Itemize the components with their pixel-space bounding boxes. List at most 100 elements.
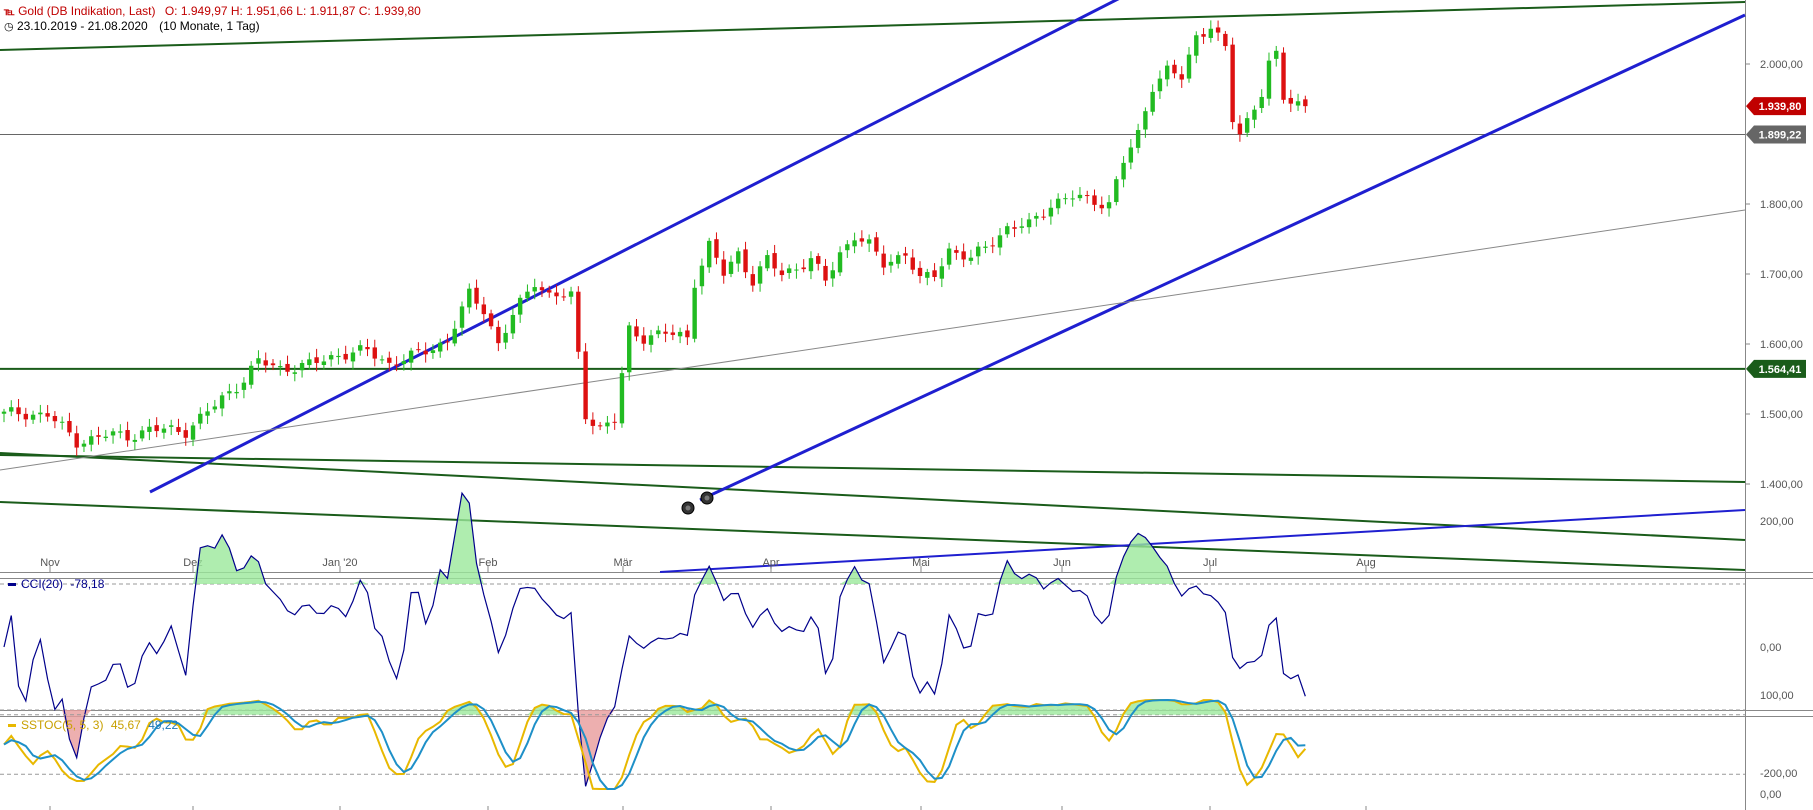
candle-body — [721, 259, 726, 276]
candle — [1244, 112, 1250, 137]
pivot-markers — [681, 491, 714, 515]
candle — [634, 319, 639, 342]
candle — [699, 258, 705, 295]
candle — [183, 422, 188, 446]
candle-body — [503, 332, 508, 343]
candle — [1223, 31, 1228, 51]
candle-body — [161, 428, 167, 433]
time-tick-label: Apr — [762, 557, 779, 569]
cci-panel — [0, 491, 1745, 787]
candle-body — [1, 411, 7, 414]
candle — [408, 347, 414, 371]
candle-body — [292, 372, 297, 374]
stochastic-axis: 100,00 0,00 — [1760, 690, 1794, 801]
candle — [67, 412, 72, 437]
time-tick-label: Mär — [614, 557, 633, 569]
candle — [452, 320, 457, 347]
candle-body — [765, 255, 770, 269]
candle — [525, 284, 530, 302]
date-range: ◷ 23.10.2019 - 21.08.2020 (10 Monate, 1 … — [4, 19, 260, 33]
candle — [714, 232, 719, 265]
price-tick-label: 1.600,00 — [1760, 339, 1803, 351]
candle-body — [1274, 50, 1279, 59]
candle-body — [38, 412, 43, 415]
stochastic-legend-d: 49,22 — [148, 718, 178, 732]
time-tick-label: Feb — [479, 557, 498, 569]
candle — [481, 296, 487, 323]
candle — [503, 324, 508, 350]
candle-body — [438, 342, 443, 352]
candle — [997, 228, 1003, 256]
candle-body — [1121, 162, 1126, 180]
candle — [416, 342, 421, 353]
candle — [1237, 115, 1243, 142]
candle-body — [365, 346, 370, 350]
candle-body — [510, 314, 516, 334]
cci-tick-label: -200,00 — [1760, 768, 1797, 780]
candle-body — [307, 359, 312, 366]
candle-body — [619, 373, 625, 424]
candle-body — [358, 345, 363, 351]
price-tick-label: 2.000,00 — [1760, 59, 1803, 71]
candle — [278, 360, 283, 376]
clock-icon: ◷ — [4, 21, 14, 33]
candle-body — [670, 332, 676, 335]
candle-body — [714, 239, 719, 258]
candle-body — [612, 421, 617, 423]
candle-body — [467, 288, 472, 308]
candle-body — [1041, 216, 1046, 218]
candle — [103, 429, 108, 442]
candle-body — [590, 419, 596, 426]
candle — [227, 383, 232, 401]
candle-body — [16, 407, 21, 415]
pivot-marker-core — [685, 505, 691, 511]
candle-body — [387, 357, 392, 363]
candle-body — [627, 325, 632, 373]
price-tag: 1.899,22 — [1746, 125, 1806, 144]
candle — [539, 281, 545, 298]
candle-body — [954, 250, 959, 253]
candle-body — [1034, 215, 1039, 219]
candle — [307, 352, 312, 370]
candle — [576, 286, 581, 359]
candle — [627, 321, 632, 381]
candle — [9, 400, 14, 417]
candle-body — [1019, 226, 1024, 228]
candle — [954, 245, 959, 260]
candle-body — [212, 406, 218, 410]
candle — [394, 356, 399, 372]
candle-body — [445, 341, 450, 343]
price-tick-label: 1.400,00 — [1760, 479, 1803, 491]
candle-body — [997, 235, 1003, 248]
candle-body — [823, 265, 828, 281]
candle-body — [9, 407, 14, 412]
candle-body — [583, 351, 588, 420]
candle-body — [1179, 74, 1184, 80]
candle — [939, 257, 945, 288]
candle — [852, 232, 857, 254]
candle-body — [743, 249, 748, 273]
candle — [779, 262, 785, 282]
candle-body — [605, 422, 610, 427]
candle-body — [1063, 198, 1068, 200]
candle-body — [321, 361, 327, 365]
candle — [656, 325, 661, 339]
candle-body — [1252, 109, 1257, 120]
trendline — [0, 454, 1746, 483]
candle — [38, 404, 43, 423]
candle — [423, 342, 428, 363]
candle — [801, 259, 806, 273]
candle-body — [830, 270, 835, 279]
candle-body — [706, 240, 712, 268]
candle — [445, 333, 450, 351]
stochastic-tick-label: 0,00 — [1760, 789, 1781, 801]
candle-body — [917, 267, 923, 277]
candle-body — [1150, 91, 1155, 112]
stochastic-tick-label: 100,00 — [1760, 690, 1794, 702]
candle-body — [1135, 130, 1141, 148]
trendline — [149, 0, 1120, 494]
candle — [1128, 139, 1134, 170]
last-price-tag-shape — [1746, 97, 1806, 116]
candle-body — [416, 349, 421, 351]
